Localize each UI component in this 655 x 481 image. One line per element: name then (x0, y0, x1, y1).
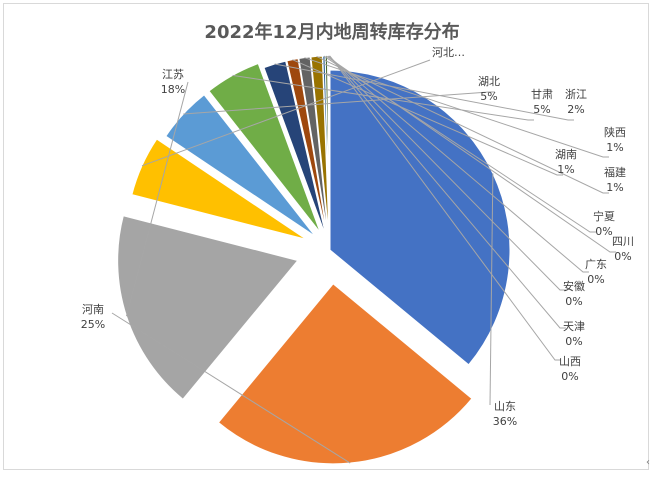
slice-percent-label: 0% (587, 273, 604, 286)
leader-line (232, 74, 534, 121)
data-labels-group: 山东 36% 河南 25% 江苏 18% 河北… 湖北 5% 甘肃 5% 浙江 2% 湖南 1% 陕西 1% 福建… (81, 46, 634, 428)
leader-line (489, 173, 494, 406)
slice-percent-label: 1% (606, 141, 623, 154)
slice-name-label: 四川 (612, 235, 634, 248)
slice-percent-label: 36% (493, 415, 517, 428)
slice-name-label: 浙江 (565, 88, 587, 101)
leader-line (329, 55, 561, 361)
slice-percent-label: 25% (81, 318, 105, 331)
resize-handle-icon[interactable]: ‹ (646, 457, 650, 468)
leader-line (326, 55, 616, 253)
slice-name-label: 湖北 (478, 75, 500, 88)
slice-percent-label: 0% (614, 250, 631, 263)
slice-percent-label: 5% (533, 103, 550, 116)
leader-line (323, 55, 596, 233)
slice-name-label: 山西 (559, 355, 581, 368)
slice-percent-label: 0% (595, 225, 612, 238)
leader-line (125, 81, 189, 317)
slice-name-label: 陕西 (604, 125, 626, 139)
slice-percent-label: 2% (567, 103, 584, 116)
leader-line (141, 59, 431, 167)
slice-name-label: 安徽 (563, 279, 585, 293)
pie-slice (310, 55, 330, 237)
slice-name-label: 湖南 (555, 148, 577, 161)
slice-percent-label: 0% (565, 295, 582, 308)
leader-line (183, 91, 495, 115)
slice-percent-label: 0% (565, 335, 582, 348)
leader-line (328, 55, 566, 291)
slices-group (117, 55, 511, 465)
slice-name-label: 山东 (494, 400, 516, 413)
pie-slice (298, 56, 329, 237)
slice-percent-label: 18% (161, 83, 185, 96)
leader-line (327, 55, 589, 273)
leader-line (316, 56, 609, 194)
slice-percent-label: 0% (561, 370, 578, 383)
chart-title: 2022年12月内地周转库存分布 (204, 21, 459, 43)
pie-slice (208, 62, 321, 233)
leader-lines-group (111, 55, 616, 464)
leader-line (329, 55, 566, 329)
slice-name-label: 甘肃 (531, 88, 553, 101)
slice-name-label: 天津 (563, 320, 585, 333)
slice-name-label: 广东 (585, 258, 607, 271)
slice-percent-label: 1% (606, 181, 623, 194)
leader-line (111, 312, 351, 464)
slice-percent-label: 5% (480, 90, 497, 103)
leader-line (304, 57, 609, 158)
slice-name-label: 河北… (432, 46, 465, 59)
slice-percent-label: 1% (557, 163, 574, 176)
pie-slice (217, 283, 473, 465)
slice-name-label: 江苏 (162, 68, 184, 81)
slice-name-label: 福建 (604, 165, 626, 179)
slice-name-label: 宁夏 (593, 209, 615, 223)
slice-name-label: 河南 (82, 303, 104, 316)
leader-line (292, 59, 563, 176)
